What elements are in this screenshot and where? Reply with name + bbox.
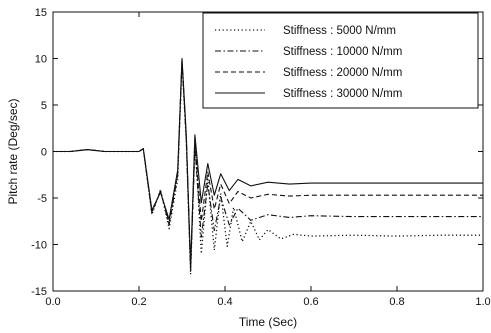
x-tick-label: 0.2 xyxy=(131,296,146,308)
legend-box xyxy=(202,12,479,109)
y-tick-label: 10 xyxy=(35,54,47,66)
legend-label-4: Stiffness : 30000 N/mm xyxy=(283,88,402,100)
y-tick-label: 15 xyxy=(35,7,47,19)
legend: Stiffness : 5000 N/mm Stiffness : 10000 N… xyxy=(202,12,479,109)
y-tick-label: 5 xyxy=(41,100,47,112)
series-layer xyxy=(53,57,483,275)
legend-label-2: Stiffness : 10000 N/mm xyxy=(283,46,402,58)
y-tick-label: -15 xyxy=(31,286,47,298)
series-line-4 xyxy=(53,57,483,268)
y-tick-label: -5 xyxy=(37,193,47,205)
x-tick-label: 0.6 xyxy=(303,296,318,308)
y-axis-title: Pitch rate (Deg/sec) xyxy=(6,98,20,204)
x-tick-label: 1.0 xyxy=(475,296,490,308)
ticks-layer: 0.0 0.2 0.4 0.6 0.8 1.0 -15 -10 -5 0 5 10 15 xyxy=(31,7,491,308)
x-axis-title: Time (Sec) xyxy=(239,315,297,329)
y-tick-label: 0 xyxy=(41,147,47,159)
x-tick-label: 0.0 xyxy=(45,296,60,308)
legend-label-1: Stiffness : 5000 N/mm xyxy=(283,25,396,37)
x-tick-label: 0.4 xyxy=(217,296,232,308)
y-tick-label: -10 xyxy=(31,240,47,252)
x-tick-label: 0.8 xyxy=(389,296,404,308)
legend-label-3: Stiffness : 20000 N/mm xyxy=(283,67,402,79)
